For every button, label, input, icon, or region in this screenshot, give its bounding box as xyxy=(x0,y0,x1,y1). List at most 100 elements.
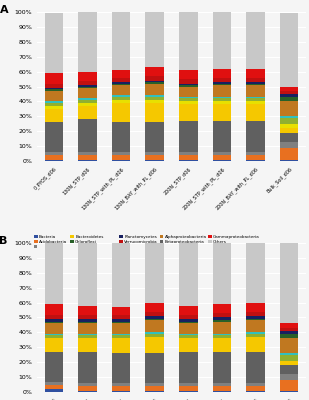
Bar xyxy=(146,76,164,80)
Bar xyxy=(213,12,231,69)
Bar xyxy=(179,70,197,79)
Bar xyxy=(280,338,298,353)
Bar xyxy=(280,133,298,142)
Bar xyxy=(280,148,298,160)
Bar xyxy=(112,160,130,161)
Bar xyxy=(44,243,63,304)
Bar xyxy=(78,314,97,319)
Bar xyxy=(213,390,231,392)
Bar xyxy=(112,322,130,324)
Bar xyxy=(213,386,231,390)
Bar xyxy=(280,14,298,86)
Bar xyxy=(280,334,298,338)
Bar xyxy=(179,85,197,86)
Bar xyxy=(146,243,164,302)
Bar xyxy=(112,243,130,307)
Bar xyxy=(179,104,197,121)
Bar xyxy=(213,97,231,98)
Bar xyxy=(213,313,231,318)
Bar xyxy=(78,390,97,392)
Bar xyxy=(246,319,265,320)
Bar xyxy=(44,382,63,384)
Bar xyxy=(44,88,63,90)
Bar xyxy=(44,152,63,155)
Bar xyxy=(78,334,97,335)
Bar xyxy=(280,380,298,390)
Text: B: B xyxy=(0,236,8,246)
Bar xyxy=(179,86,197,97)
Bar xyxy=(44,14,63,73)
Bar xyxy=(213,85,231,97)
Bar xyxy=(146,302,164,312)
Bar xyxy=(213,383,231,386)
Bar xyxy=(146,383,164,386)
Bar xyxy=(280,160,298,161)
Bar xyxy=(78,155,97,160)
Bar xyxy=(246,155,265,160)
Bar xyxy=(44,91,63,102)
Bar xyxy=(280,361,298,365)
Legend: Bacteria, Acidobacteria, Actinobacteria, Bacteroidetes, Chloroflexi, Gammatimona: Bacteria, Acidobacteria, Actinobacteria,… xyxy=(34,235,260,249)
Bar xyxy=(146,337,164,353)
Bar xyxy=(44,102,63,103)
Bar xyxy=(78,386,97,390)
Bar xyxy=(246,352,265,383)
Bar xyxy=(112,324,130,334)
Bar xyxy=(246,102,265,104)
Bar xyxy=(112,85,130,96)
Bar xyxy=(280,91,298,94)
Bar xyxy=(179,12,197,70)
Bar xyxy=(179,160,197,161)
Bar xyxy=(78,80,97,85)
Bar xyxy=(112,353,130,383)
Bar xyxy=(146,152,164,155)
Bar xyxy=(246,243,265,302)
Bar xyxy=(44,73,63,84)
Bar xyxy=(78,352,97,383)
Bar xyxy=(78,106,97,119)
Bar xyxy=(112,390,130,392)
Bar xyxy=(179,334,197,335)
Bar xyxy=(246,160,265,161)
Bar xyxy=(179,386,197,390)
Bar xyxy=(78,152,97,155)
Bar xyxy=(146,390,164,392)
Bar xyxy=(179,97,197,98)
Bar xyxy=(179,314,197,319)
Bar xyxy=(146,84,164,96)
Bar xyxy=(78,103,97,106)
Bar xyxy=(246,97,265,98)
Bar xyxy=(112,338,130,353)
Bar xyxy=(44,304,63,314)
Bar xyxy=(213,304,231,313)
Bar xyxy=(112,335,130,338)
Bar xyxy=(44,352,63,382)
Bar xyxy=(44,103,63,106)
Bar xyxy=(112,314,130,319)
Bar xyxy=(78,335,97,338)
Bar xyxy=(213,102,231,104)
Bar xyxy=(213,82,231,84)
Bar xyxy=(44,106,63,109)
Bar xyxy=(44,335,63,338)
Bar xyxy=(280,116,298,118)
Bar xyxy=(213,334,231,335)
Bar xyxy=(213,352,231,383)
Bar xyxy=(213,338,231,352)
Bar xyxy=(44,319,63,322)
Bar xyxy=(179,243,197,306)
Bar xyxy=(112,152,130,155)
Bar xyxy=(146,97,164,100)
Bar xyxy=(179,306,197,314)
Bar xyxy=(179,383,197,386)
Bar xyxy=(146,67,164,76)
Bar xyxy=(246,78,265,82)
Bar xyxy=(280,328,298,331)
Bar xyxy=(78,72,97,80)
Bar xyxy=(146,332,164,334)
Bar xyxy=(146,319,164,320)
Bar xyxy=(246,302,265,312)
Bar xyxy=(280,365,298,374)
Bar xyxy=(146,122,164,152)
Bar xyxy=(280,353,298,355)
